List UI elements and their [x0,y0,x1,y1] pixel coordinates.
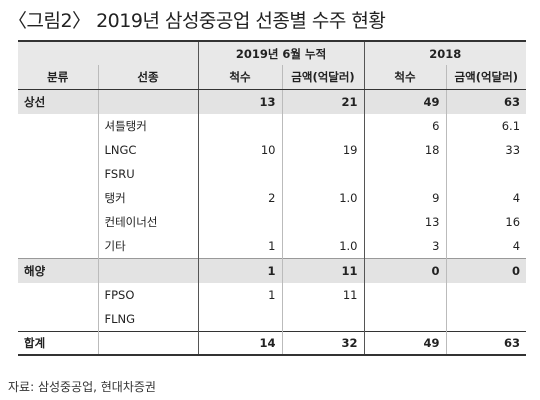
count-2019-cell: 2 [197,186,282,211]
orders-table-container: 2019년 6월 누적 2018 분류 선종 척수 금액(억달러) 척수 금액(… [18,39,527,357]
ship-type-cell: FPSO [97,282,198,308]
amount-2019-cell: 21 [281,89,364,114]
category-cell [18,114,98,138]
count-2019-cell: 1 [197,234,282,259]
header-period-2018: 2018 [363,39,527,66]
count-2018-cell [363,161,446,187]
figure-title: 〈그림2〉 2019년 삼성중공업 선종별 수주 현황 [8,10,386,32]
amount-2019-cell: 32 [281,330,364,357]
header-period-2019: 2019년 6월 누적 [197,39,364,66]
table-row: 셔틀탱커 6 6.1 [18,113,527,138]
header-count-2018: 척수 [363,65,446,90]
table-row: FSRU [18,161,527,187]
group-row: 상선 13 21 49 63 [18,89,527,114]
amount-2018-cell: 6.1 [445,113,527,138]
count-2019-cell [197,307,282,332]
ship-type-cell: 탱커 [97,186,198,211]
category-cell [18,235,98,259]
ship-type-cell: 컨테이너선 [97,210,198,235]
category-cell [18,162,98,186]
count-2019-cell: 10 [197,137,282,162]
count-2019-cell: 1 [197,282,282,308]
count-2018-cell [363,307,446,332]
header-count-2019: 척수 [197,65,282,90]
amount-2019-cell [281,307,364,332]
count-2019-cell: 14 [197,330,282,357]
category-cell [18,138,98,162]
header-ship-type: 선종 [97,65,198,90]
ship-type-cell: 기타 [97,234,198,259]
amount-2019-cell: 11 [281,282,364,308]
ship-type-cell [97,258,198,283]
table-row: 기타 1 1.0 3 4 [18,234,527,259]
total-row: 합계 14 32 49 63 [18,330,527,357]
category-cell: 해양 [18,258,98,283]
count-2019-cell: 13 [197,89,282,114]
group-row: 해양 1 11 0 0 [18,258,527,283]
amount-2018-cell: 33 [445,137,527,162]
ship-type-cell [97,89,198,114]
amount-2018-cell: 16 [445,210,527,235]
amount-2019-cell: 1.0 [281,234,364,259]
amount-2018-cell [445,282,527,308]
table-row: 컨테이너선 13 16 [18,210,527,235]
table-row: 탱커 2 1.0 9 4 [18,186,527,211]
amount-2019-cell: 19 [281,137,364,162]
count-2018-cell: 3 [363,234,446,259]
header-row-period: 2019년 6월 누적 2018 [18,39,527,66]
header-amount-2019: 금액(억달러) [281,65,364,90]
header-category: 분류 [18,65,98,90]
amount-2019-cell [281,113,364,138]
table-body: 2019년 6월 누적 2018 분류 선종 척수 금액(억달러) 척수 금액(… [18,39,527,357]
ship-type-cell: LNGC [97,137,198,162]
amount-2018-cell: 63 [445,330,527,357]
amount-2019-cell: 11 [281,258,364,283]
header-amount-2018: 금액(억달러) [445,65,527,90]
amount-2018-cell [445,307,527,332]
count-2018-cell: 18 [363,137,446,162]
count-2018-cell: 13 [363,210,446,235]
count-2018-cell [363,282,446,308]
header-blank-cell [18,39,198,66]
source-note: 자료: 삼성중공업, 현대차증권 [8,380,156,394]
ship-type-cell: FSRU [97,161,198,187]
ship-type-cell: 셔틀탱커 [97,113,198,138]
orders-table: 2019년 6월 누적 2018 분류 선종 척수 금액(억달러) 척수 금액(… [18,39,527,357]
amount-2019-cell [281,210,364,235]
header-row-columns: 분류 선종 척수 금액(억달러) 척수 금액(억달러) [18,65,527,90]
amount-2018-cell: 63 [445,89,527,114]
ship-type-cell: FLNG [97,307,198,332]
count-2019-cell: 1 [197,258,282,283]
category-cell [18,307,98,331]
count-2018-cell: 6 [363,113,446,138]
amount-2018-cell [445,161,527,187]
amount-2019-cell [281,161,364,187]
count-2019-cell [197,161,282,187]
count-2018-cell: 49 [363,89,446,114]
amount-2018-cell: 4 [445,234,527,259]
table-row: LNGC 10 19 18 33 [18,137,527,162]
category-cell [18,210,98,234]
count-2019-cell [197,113,282,138]
category-cell [18,283,98,307]
ship-type-cell [97,330,198,357]
table-row: FPSO 1 11 [18,282,527,308]
count-2018-cell: 49 [363,330,446,357]
count-2018-cell: 9 [363,186,446,211]
count-2019-cell [197,210,282,235]
count-2018-cell: 0 [363,258,446,283]
category-cell: 합계 [18,330,98,357]
category-cell: 상선 [18,89,98,114]
amount-2019-cell: 1.0 [281,186,364,211]
amount-2018-cell: 0 [445,258,527,283]
table-row: FLNG [18,307,527,332]
category-cell [18,186,98,210]
amount-2018-cell: 4 [445,186,527,211]
